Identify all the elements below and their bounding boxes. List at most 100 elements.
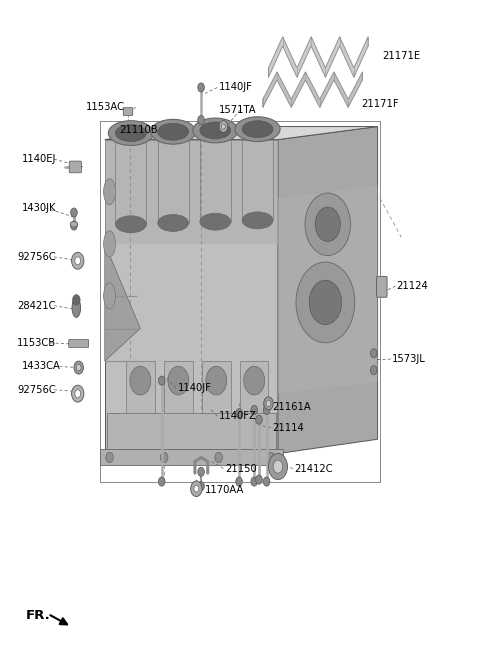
Circle shape	[198, 116, 204, 125]
Circle shape	[296, 262, 355, 343]
Text: 92756C: 92756C	[17, 385, 56, 395]
Text: 1170AA: 1170AA	[204, 485, 244, 495]
Circle shape	[160, 452, 168, 463]
Text: 28421C: 28421C	[17, 301, 56, 311]
Circle shape	[251, 405, 258, 415]
Circle shape	[273, 460, 283, 473]
Ellipse shape	[151, 120, 196, 144]
Circle shape	[221, 124, 225, 129]
Polygon shape	[105, 139, 278, 244]
Polygon shape	[278, 127, 378, 453]
Text: 1140JF: 1140JF	[179, 384, 212, 394]
FancyBboxPatch shape	[69, 161, 82, 173]
FancyBboxPatch shape	[69, 340, 89, 348]
Ellipse shape	[200, 213, 231, 230]
Polygon shape	[240, 361, 268, 413]
Text: 21412C: 21412C	[295, 464, 333, 474]
Circle shape	[309, 281, 342, 325]
Ellipse shape	[242, 121, 273, 137]
Circle shape	[168, 367, 189, 395]
Text: 1153AC: 1153AC	[86, 102, 125, 112]
Polygon shape	[202, 361, 230, 413]
Polygon shape	[126, 361, 155, 413]
Ellipse shape	[158, 124, 189, 140]
Text: 1153CB: 1153CB	[17, 338, 56, 348]
Circle shape	[267, 452, 275, 463]
Text: 1573JL: 1573JL	[392, 354, 426, 364]
Circle shape	[158, 376, 165, 385]
Ellipse shape	[104, 283, 116, 309]
Circle shape	[198, 467, 204, 476]
FancyBboxPatch shape	[377, 277, 387, 297]
Circle shape	[130, 367, 151, 395]
Text: 1433CA: 1433CA	[22, 361, 60, 371]
Text: FR.: FR.	[25, 608, 50, 622]
Polygon shape	[105, 244, 140, 361]
Circle shape	[76, 365, 81, 371]
Text: 1571TA: 1571TA	[219, 105, 256, 115]
Circle shape	[198, 482, 204, 491]
Circle shape	[268, 453, 288, 480]
Circle shape	[264, 397, 273, 410]
Text: 21171E: 21171E	[383, 51, 420, 61]
Polygon shape	[263, 72, 362, 107]
Text: 1140FZ: 1140FZ	[219, 411, 256, 420]
Text: 21114: 21114	[272, 422, 304, 432]
Ellipse shape	[242, 212, 273, 229]
Ellipse shape	[104, 231, 116, 257]
Circle shape	[236, 409, 242, 418]
Text: 21161A: 21161A	[272, 401, 311, 412]
Circle shape	[371, 349, 377, 358]
Circle shape	[251, 477, 258, 486]
Polygon shape	[278, 185, 378, 394]
FancyBboxPatch shape	[123, 108, 133, 116]
Circle shape	[191, 481, 202, 497]
Circle shape	[106, 452, 113, 463]
Polygon shape	[100, 449, 283, 465]
Polygon shape	[105, 139, 278, 453]
Ellipse shape	[200, 122, 231, 139]
Text: 92756C: 92756C	[17, 252, 56, 262]
Ellipse shape	[104, 179, 116, 205]
Ellipse shape	[235, 117, 280, 141]
Circle shape	[263, 477, 270, 486]
Polygon shape	[105, 127, 378, 139]
Circle shape	[75, 257, 81, 265]
Circle shape	[72, 385, 84, 402]
Circle shape	[236, 477, 242, 486]
Polygon shape	[164, 361, 192, 413]
Ellipse shape	[72, 298, 81, 317]
Ellipse shape	[108, 121, 154, 145]
Polygon shape	[268, 37, 368, 78]
Circle shape	[219, 121, 228, 133]
Ellipse shape	[116, 215, 146, 233]
Circle shape	[75, 390, 81, 397]
Text: 1140EJ: 1140EJ	[22, 154, 56, 164]
Circle shape	[72, 252, 84, 269]
Text: 1430JK: 1430JK	[22, 203, 56, 213]
Circle shape	[194, 486, 199, 492]
Circle shape	[263, 405, 270, 415]
Circle shape	[71, 208, 77, 217]
Circle shape	[158, 477, 165, 486]
Ellipse shape	[158, 214, 189, 231]
Circle shape	[305, 193, 350, 256]
Text: 21110B: 21110B	[119, 125, 157, 135]
Text: 1140JF: 1140JF	[219, 83, 252, 93]
Text: 21150: 21150	[225, 464, 257, 474]
Text: 21124: 21124	[396, 281, 428, 291]
Ellipse shape	[70, 221, 78, 227]
Circle shape	[371, 366, 377, 374]
Circle shape	[71, 221, 77, 230]
Circle shape	[74, 361, 84, 374]
Circle shape	[244, 367, 264, 395]
Text: 21171F: 21171F	[361, 99, 398, 109]
Circle shape	[315, 207, 340, 242]
Circle shape	[266, 400, 271, 407]
Ellipse shape	[193, 118, 238, 143]
Polygon shape	[107, 413, 276, 453]
Ellipse shape	[116, 125, 146, 141]
Circle shape	[215, 452, 222, 463]
Circle shape	[256, 415, 262, 424]
Circle shape	[198, 83, 204, 92]
